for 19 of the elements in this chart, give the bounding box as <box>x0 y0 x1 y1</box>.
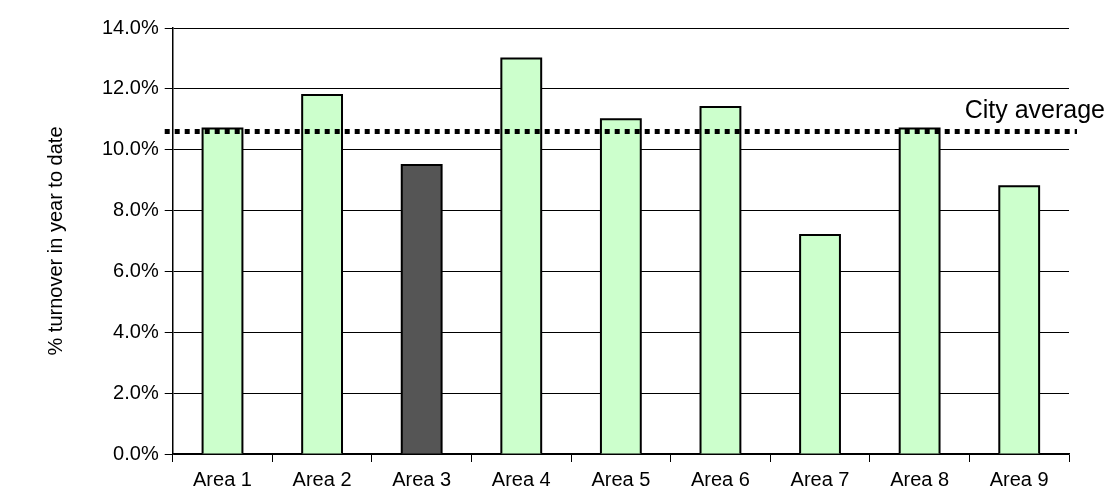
x-tick-label: Area 9 <box>989 467 1049 490</box>
x-tick-label: Area 1 <box>193 467 252 490</box>
x-tick-label: Area 4 <box>491 467 551 490</box>
x-tick-label: Area 7 <box>790 467 850 490</box>
y-tick-label: 12.0% <box>101 76 159 99</box>
x-tick-label: Area 3 <box>392 467 452 490</box>
x-tick-label: Area 5 <box>591 467 651 490</box>
ref-line-label: City average <box>964 94 1105 123</box>
y-tick-label: 4.0% <box>113 319 159 342</box>
x-tick-label: Area 2 <box>292 467 352 490</box>
y-tick-label: 10.0% <box>101 137 159 160</box>
y-tick-label: 8.0% <box>113 198 159 221</box>
y-tick-label: 6.0% <box>113 258 159 281</box>
x-tick-label: Area 6 <box>690 467 750 490</box>
x-tick-label: Area 8 <box>890 467 950 490</box>
y-tick-label: 0.0% <box>113 441 159 464</box>
y-tick-label: 2.0% <box>113 380 159 403</box>
y-tick-label: 14.0% <box>101 15 159 38</box>
y-axis-title: % turnover in year to date <box>43 126 66 356</box>
